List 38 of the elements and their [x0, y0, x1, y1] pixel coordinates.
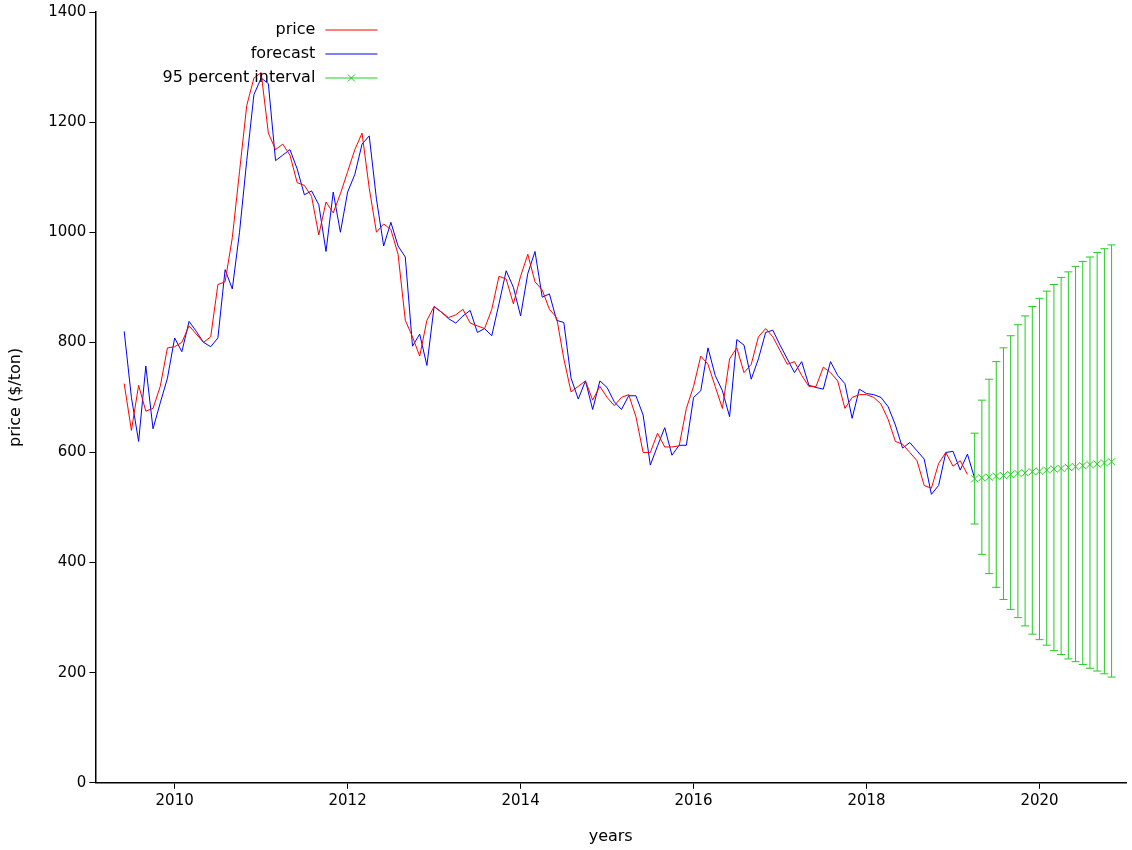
- y-tick-label: 200: [57, 662, 87, 681]
- point: [970, 474, 979, 483]
- y-tick-label: 1200: [48, 112, 87, 130]
- point: [1013, 469, 1022, 478]
- point: [1107, 457, 1116, 466]
- x-tick-label: 2016: [674, 790, 713, 809]
- x-tick-label: 2014: [501, 790, 540, 809]
- point: [1057, 464, 1066, 473]
- point: [1028, 467, 1037, 476]
- point: [985, 473, 994, 482]
- x-tick-label: 2020: [1020, 790, 1059, 809]
- point: [1006, 470, 1015, 479]
- point: [1042, 466, 1051, 475]
- y-tick-label: 1400: [48, 1, 87, 20]
- point: [1093, 459, 1102, 469]
- legend-label: price: [275, 19, 316, 39]
- point: [1085, 460, 1094, 469]
- y-axis-title: price ($/ton): [4, 347, 24, 447]
- y-tick-label: 600: [57, 442, 87, 461]
- point: [1049, 464, 1058, 474]
- x-tick-label: 2010: [155, 790, 194, 809]
- point: [999, 471, 1008, 480]
- y-tick-label: 800: [57, 332, 87, 351]
- x-tick-label: 2018: [847, 790, 886, 809]
- point: [992, 472, 1001, 481]
- point: [1064, 463, 1073, 472]
- y-tick-label: 400: [57, 552, 87, 571]
- point: [977, 473, 986, 482]
- point: [1035, 467, 1044, 476]
- x-axis-title: years: [588, 825, 633, 845]
- point: [1078, 461, 1087, 470]
- y-tick-label: 0: [76, 772, 87, 791]
- point: [1100, 458, 1109, 467]
- x-tick-label: 2012: [328, 790, 367, 809]
- y-tick-label: 1000: [48, 222, 87, 241]
- point: [1071, 462, 1080, 471]
- point: [1021, 468, 1030, 477]
- legend-label: forecast: [250, 43, 316, 63]
